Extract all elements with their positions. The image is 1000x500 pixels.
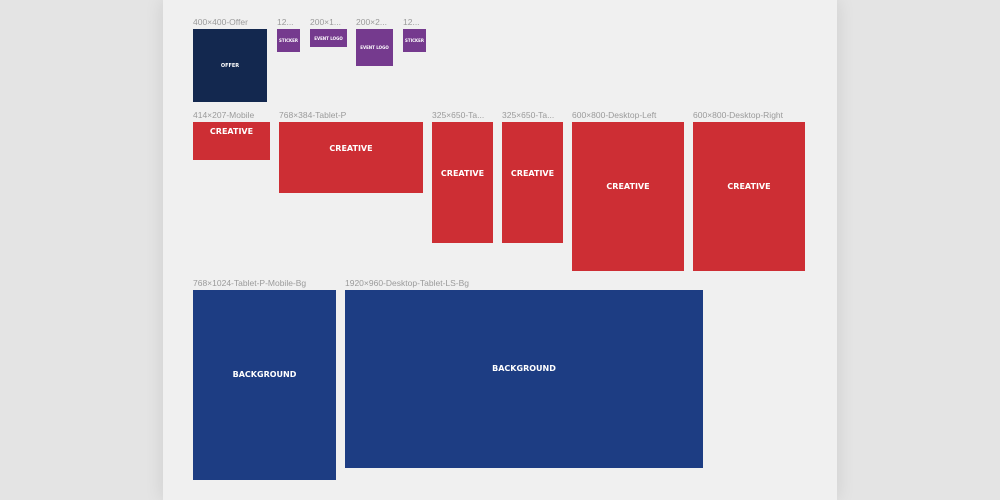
placeholder-text: BACKGROUND — [232, 370, 297, 379]
sticker-placeholder[interactable]: STICKER — [403, 29, 426, 52]
creative-placeholder[interactable]: CREATIVE — [279, 122, 423, 193]
frame-label[interactable]: 12... — [403, 17, 420, 27]
frame-label[interactable]: 12... — [277, 17, 294, 27]
creative-placeholder[interactable]: CREATIVE — [193, 122, 270, 160]
frame-event-logo-a[interactable]: 200×1... EVENT LOGO — [310, 17, 347, 47]
placeholder-text: CREATIVE — [329, 144, 373, 153]
frame-label[interactable]: 200×2... — [356, 17, 387, 27]
placeholder-text: STICKER — [405, 38, 424, 43]
frame-desktop-right[interactable]: 600×800-Desktop-Right CREATIVE — [693, 110, 805, 271]
placeholder-text: OFFER — [220, 62, 240, 69]
frame-label[interactable]: 325×650-Ta... — [432, 110, 485, 120]
placeholder-text: CREATIVE — [727, 182, 771, 191]
frame-label[interactable]: 400×400-Offer — [193, 17, 248, 27]
frame-label[interactable]: 600×800-Desktop-Left — [572, 110, 657, 120]
frame-desktop-left[interactable]: 600×800-Desktop-Left CREATIVE — [572, 110, 684, 271]
frame-label[interactable]: 200×1... — [310, 17, 341, 27]
event-logo-placeholder[interactable]: EVENT LOGO — [356, 29, 393, 66]
placeholder-text: STICKER — [279, 38, 298, 43]
background-placeholder[interactable]: BACKGROUND — [193, 290, 336, 480]
frame-offer[interactable]: 400×400-Offer OFFER — [193, 17, 267, 102]
frame-mobile[interactable]: 414×207-Mobile CREATIVE — [193, 110, 270, 160]
frame-label[interactable]: 325×650-Ta... — [502, 110, 555, 120]
offer-placeholder[interactable]: OFFER — [193, 29, 267, 102]
frame-label[interactable]: 768×384-Tablet-P — [279, 110, 347, 120]
event-logo-placeholder[interactable]: EVENT LOGO — [310, 29, 347, 47]
placeholder-text: CREATIVE — [209, 127, 254, 136]
placeholder-text: EVENT LOGO — [314, 35, 343, 41]
placeholder-text: BACKGROUND — [492, 364, 556, 373]
frame-sticker-b[interactable]: 12... STICKER — [403, 17, 426, 52]
creative-placeholder[interactable]: CREATIVE — [502, 122, 563, 243]
frame-bg-tablet-p-mobile[interactable]: 768×1024-Tablet-P-Mobile-Bg BACKGROUND — [193, 278, 336, 480]
frame-label[interactable]: 414×207-Mobile — [193, 110, 255, 120]
creative-placeholder[interactable]: CREATIVE — [572, 122, 684, 271]
creative-placeholder[interactable]: CREATIVE — [693, 122, 805, 271]
placeholder-text: CREATIVE — [510, 169, 555, 178]
creative-placeholder[interactable]: CREATIVE — [432, 122, 493, 243]
frame-sticker-a[interactable]: 12... STICKER — [277, 17, 300, 52]
placeholder-text: CREATIVE — [440, 169, 485, 178]
frame-bg-desktop-tablet-ls[interactable]: 1920×960-Desktop-Tablet-LS-Bg BACKGROUND — [345, 278, 703, 468]
placeholder-text: EVENT LOGO — [360, 45, 389, 50]
background-placeholder[interactable]: BACKGROUND — [345, 290, 703, 468]
frame-tablet-a[interactable]: 325×650-Ta... CREATIVE — [432, 110, 493, 243]
frame-label[interactable]: 600×800-Desktop-Right — [693, 110, 784, 120]
placeholder-text: CREATIVE — [606, 182, 650, 191]
frame-label[interactable]: 1920×960-Desktop-Tablet-LS-Bg — [345, 278, 470, 288]
frame-event-logo-b[interactable]: 200×2... EVENT LOGO — [356, 17, 393, 66]
sticker-placeholder[interactable]: STICKER — [277, 29, 300, 52]
frame-tablet-b[interactable]: 325×650-Ta... CREATIVE — [502, 110, 563, 243]
frame-label[interactable]: 768×1024-Tablet-P-Mobile-Bg — [193, 278, 307, 288]
frame-tablet-p[interactable]: 768×384-Tablet-P CREATIVE — [279, 110, 423, 193]
